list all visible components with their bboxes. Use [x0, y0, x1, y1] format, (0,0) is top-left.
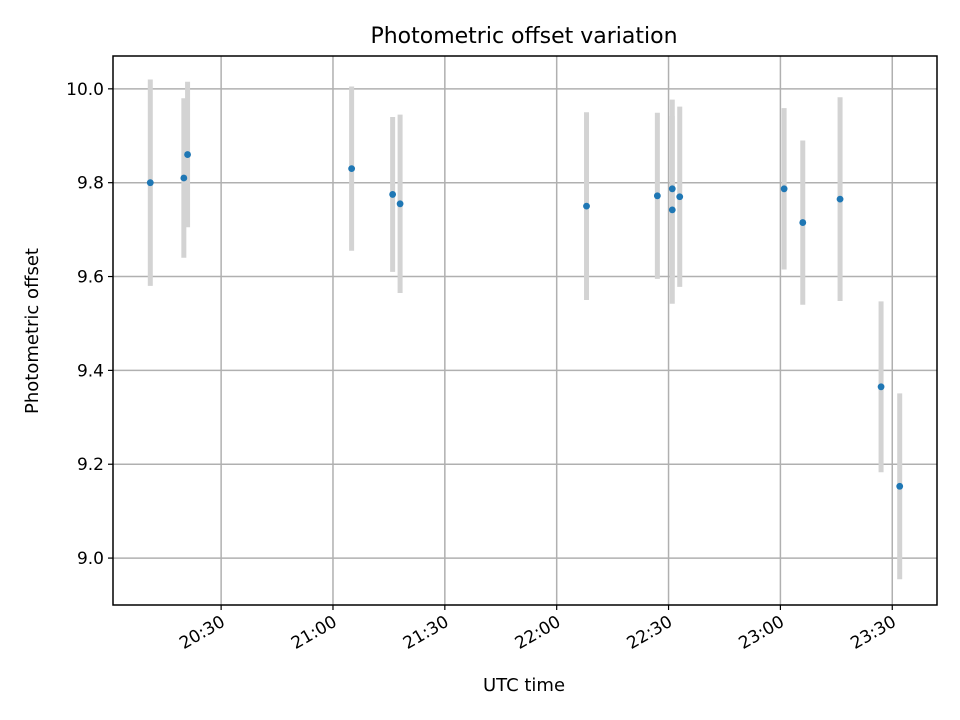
- x-tick-label: 23:00: [735, 612, 787, 654]
- x-tick-label: 21:00: [288, 612, 340, 654]
- data-point: [184, 151, 191, 158]
- y-tick-label: 9.8: [77, 174, 104, 194]
- data-point: [780, 185, 788, 193]
- x-axis-label: UTC time: [483, 675, 565, 696]
- grid: [113, 56, 937, 605]
- x-tick-label: 22:00: [512, 612, 564, 654]
- x-tick-label: 21:30: [400, 612, 452, 654]
- data-point: [653, 192, 661, 200]
- data-point: [799, 219, 807, 226]
- data-point: [668, 206, 676, 214]
- data-point: [389, 191, 397, 198]
- data-point: [348, 165, 356, 173]
- data-point: [877, 383, 885, 391]
- y-tick-label: 9.2: [77, 455, 104, 475]
- data-point: [896, 482, 904, 490]
- data-point: [668, 185, 676, 193]
- data-point: [146, 179, 154, 187]
- errorbars: [147, 79, 903, 580]
- data-point: [396, 200, 404, 208]
- plot-frame: [112, 55, 938, 606]
- y-tick-label: 9.6: [77, 268, 104, 288]
- y-tick-label: 10.0: [66, 80, 104, 100]
- axis-ticks: 20:30 21:00 21:30 22:00 22:30 23:00 23:30 9.0 9.…: [66, 80, 900, 654]
- data-point: [676, 193, 684, 201]
- y-tick-label: 9.0: [77, 549, 104, 569]
- data-point: [180, 174, 188, 182]
- x-tick-label: 23:30: [847, 612, 899, 654]
- y-tick-label: 9.4: [77, 361, 104, 381]
- data-points: [146, 151, 904, 490]
- y-axis-label: Photometric offset: [22, 248, 43, 414]
- data-point: [836, 195, 844, 203]
- x-tick-label: 20:30: [176, 612, 228, 654]
- chart-title: Photometric offset variation: [370, 24, 677, 49]
- data-point: [583, 202, 590, 210]
- x-tick-label: 22:30: [624, 612, 676, 654]
